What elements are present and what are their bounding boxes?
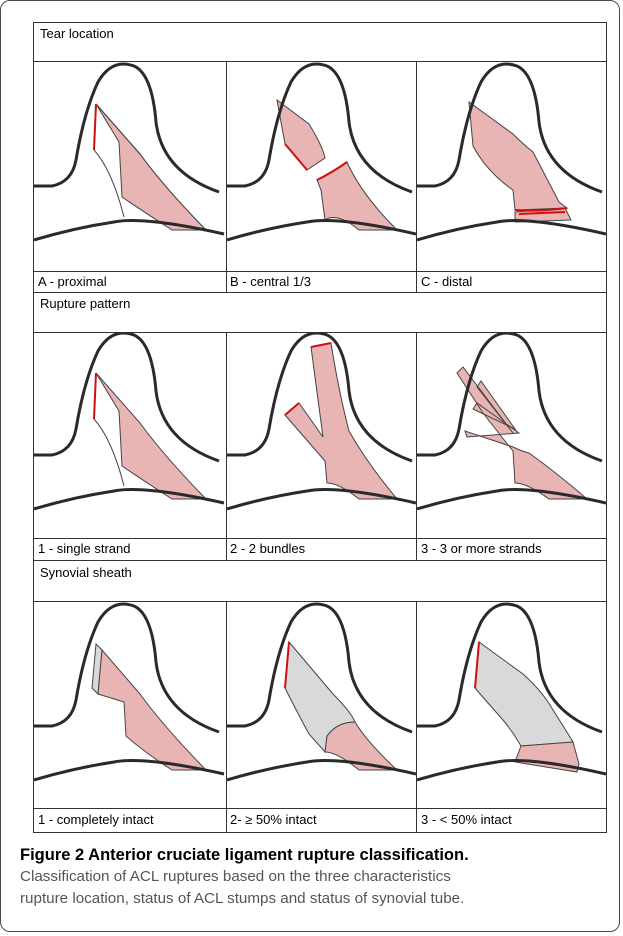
illustration-central-tear xyxy=(227,62,416,271)
illustration-distal-tear xyxy=(417,62,606,271)
figure-caption: Figure 2 Anterior cruciate ligament rupt… xyxy=(20,844,616,910)
figure-title: Figure 2 Anterior cruciate ligament rupt… xyxy=(20,846,469,864)
illustration-single-strand xyxy=(34,333,226,538)
section-header-rupture-pattern: Rupture pattern xyxy=(40,296,131,311)
panel-label-s1: 1 - completely intact xyxy=(38,812,154,827)
illustration-sheath-half xyxy=(227,602,416,808)
illustration-proximal-tear xyxy=(34,62,226,271)
panel-label-2: 2 - 2 bundles xyxy=(230,541,306,556)
panel-label-c: C - distal xyxy=(421,274,473,289)
illustration-sheath-intact xyxy=(34,602,226,808)
illustration-multiple-strands xyxy=(417,333,606,538)
panel-label-b: B - central 1/3 xyxy=(230,274,311,289)
illustration-sheath-less xyxy=(417,602,606,808)
figure-description-line-1: Classification of ACL ruptures based on … xyxy=(20,868,451,885)
panel-label-s3: 3 - < 50% intact xyxy=(421,812,512,827)
figure-description: Classification of ACL ruptures based on … xyxy=(20,866,616,910)
section-header-synovial-sheath: Synovial sheath xyxy=(40,565,132,580)
panel-label-1: 1 - single strand xyxy=(38,541,131,556)
figure-description-line-2: rupture location, status of ACL stumps a… xyxy=(20,890,465,907)
illustration-two-bundles xyxy=(227,333,416,538)
panel-label-s2: 2- ≥ 50% intact xyxy=(230,812,317,827)
section-header-tear-location: Tear location xyxy=(40,26,114,41)
panel-label-3: 3 - 3 or more strands xyxy=(421,541,542,556)
panel-label-a: A - proximal xyxy=(38,274,107,289)
